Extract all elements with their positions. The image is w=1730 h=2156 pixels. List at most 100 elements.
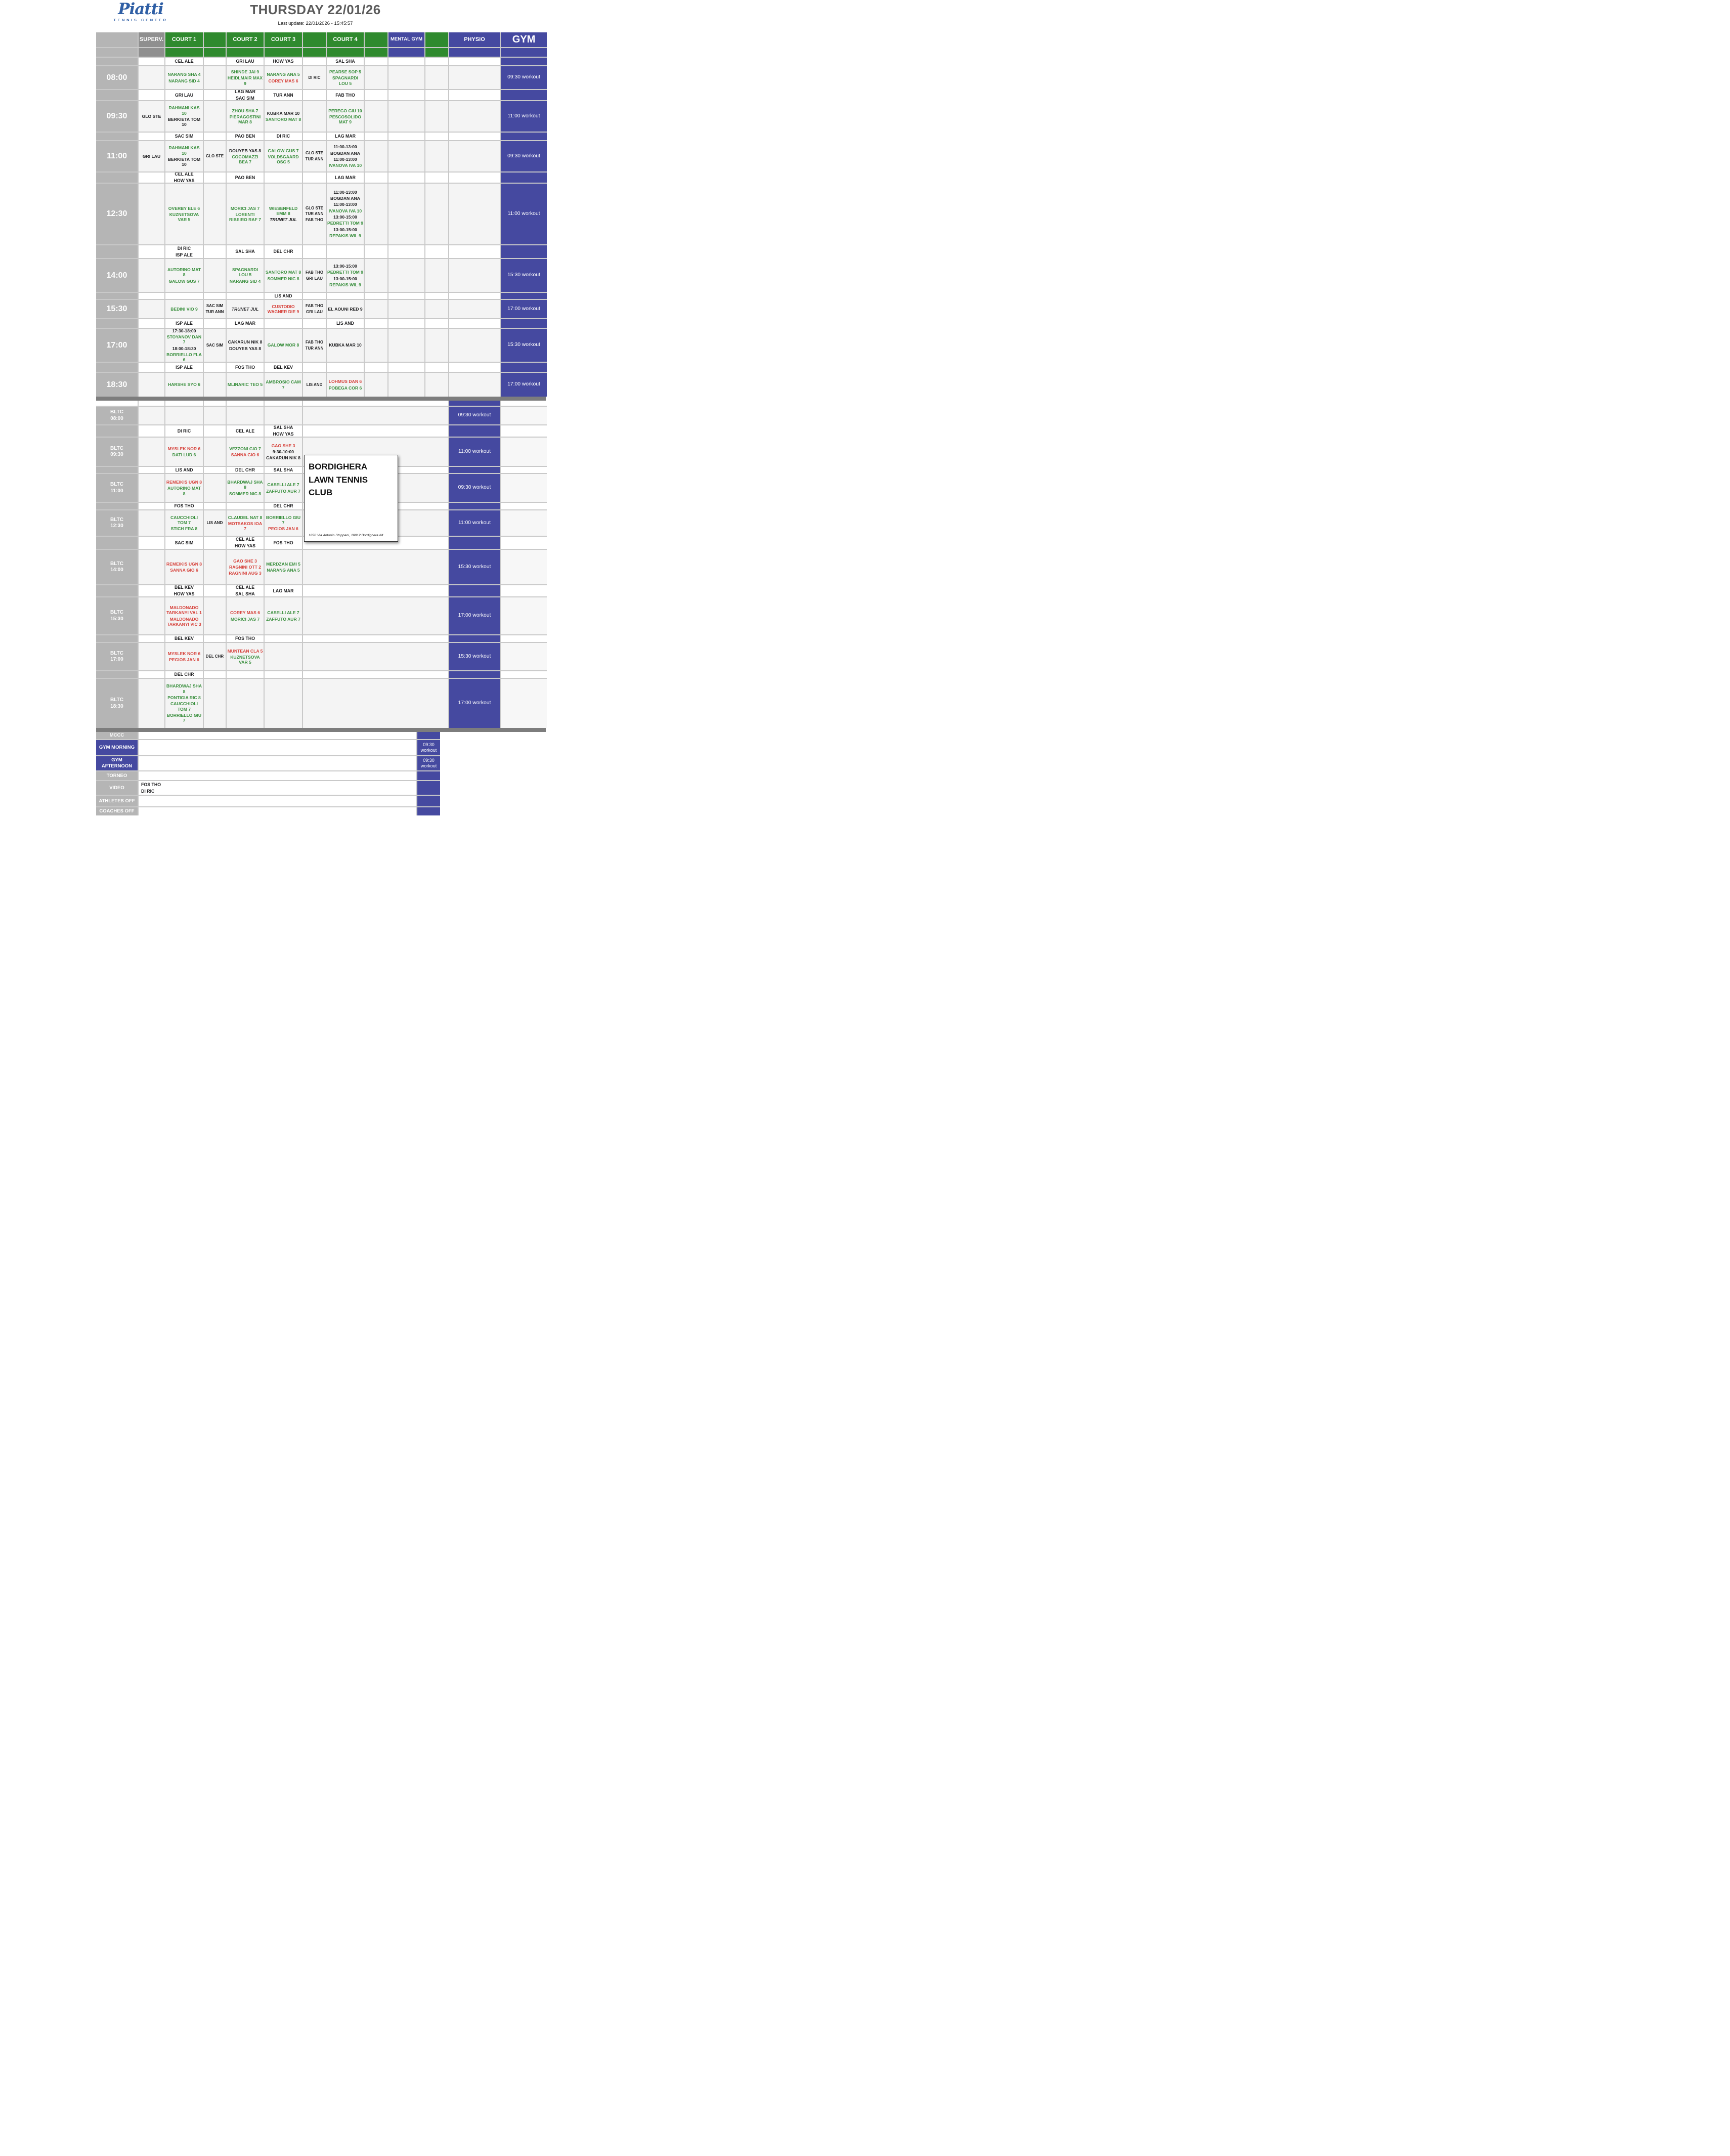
staff-entry: SAC SIM xyxy=(206,342,224,348)
staff-entry: DOUYEB YAS 8 xyxy=(229,346,262,351)
staff-entry: 13:00-15:00 xyxy=(333,214,357,220)
staff-entry: LIS AND xyxy=(206,521,223,526)
player-entry: HARSHE SYO 6 xyxy=(168,382,200,387)
player-entry: BORRIELLO GIU 7 xyxy=(166,712,202,723)
row-label-text: GYM MORNING xyxy=(99,745,135,751)
cell-content xyxy=(139,732,416,739)
cell-aux3 xyxy=(365,363,387,372)
staff-entry: ISP ALE xyxy=(176,321,193,326)
time-label xyxy=(96,401,138,406)
cell-aux1 xyxy=(204,585,226,596)
time-label-line: 17:00 xyxy=(110,657,123,662)
cell-workout-badge xyxy=(417,771,440,780)
cell-court2: PAO BEN xyxy=(227,133,264,140)
cell-aux1 xyxy=(204,133,226,140)
column-header-gym: GYM xyxy=(501,32,547,47)
cell-court1: BEL KEV xyxy=(165,635,203,642)
cell-court3: BEL KEV xyxy=(265,363,302,372)
cell-court1: CAUCCHIOLI TOM 7 STICH FRA 8 xyxy=(165,510,203,536)
time-label: 08:00 xyxy=(96,66,138,89)
schedule-page: Piatti TENNIS CENTER THURSDAY 22/01/26 L… xyxy=(0,0,627,815)
club-name-line2: LAWN TENNIS CLUB xyxy=(309,475,368,498)
player-entry: BEDINI VIO 9 xyxy=(170,306,198,312)
staff-entry: DI RIC xyxy=(276,134,290,139)
cell-court2: LAG MAR SAC SIM xyxy=(227,90,264,100)
cell-wide xyxy=(303,597,448,634)
column-header-label: COURT 1 xyxy=(171,36,197,43)
time-label-line: BLTC xyxy=(110,697,123,703)
staff-entry: GLO STE xyxy=(305,205,324,210)
column-header-label: COURT 3 xyxy=(271,36,296,43)
player-entry: SANNA GIO 6 xyxy=(170,568,198,573)
cell-physio xyxy=(449,101,500,132)
cell-gym-area xyxy=(501,550,547,584)
column-header-superv: SUPERV. xyxy=(139,32,164,47)
cell-aux1: GLO STE xyxy=(204,141,226,171)
cell-court4: PEREGO GIU 10 PESCOSOLIDO MAT 9 xyxy=(327,101,364,132)
piatti-logo: Piatti TENNIS CENTER xyxy=(110,1,171,22)
player-entry: RAHMANI KAS 10 xyxy=(168,145,200,156)
cell-aux1: SAC SIM TUR ANN xyxy=(204,300,226,318)
cell-superv xyxy=(139,184,164,244)
staff-entry: CEL ALE xyxy=(235,585,255,590)
time-label-line: BLTC xyxy=(110,610,123,615)
player-entry: LOHMUS DAN 6 xyxy=(328,379,362,384)
cell-aux1 xyxy=(204,66,226,89)
cell-aux3 xyxy=(365,184,387,244)
cell-physio xyxy=(449,671,500,678)
staff-entry: FAB THO xyxy=(305,304,324,309)
staff-entry: BERKIETA TOM 10 xyxy=(167,157,201,167)
column-header-court2: COURT 2 xyxy=(227,32,264,47)
staff-entry: TUR ANN xyxy=(273,92,293,98)
player-entry: AMBROSIO CAM 7 xyxy=(266,379,301,390)
cell-court2: LAG MAR xyxy=(227,319,264,328)
cell-aux3 xyxy=(365,373,387,397)
cell-aux2 xyxy=(303,293,326,299)
staff-entry: LIS AND xyxy=(306,382,323,387)
cell-mental xyxy=(388,245,424,258)
time-label: 15:30 xyxy=(96,300,138,318)
player-entry: PEARSE SOP 5 xyxy=(329,69,361,75)
cell-superv xyxy=(139,467,164,473)
cell-aux3 xyxy=(365,141,387,171)
cell-court1: NARANG SHA 4 NARANG SID 4 xyxy=(165,66,203,89)
cell-gym: 17:00 workout xyxy=(501,300,547,318)
player-entry: MYSLEK NOR 6 xyxy=(167,446,201,451)
cell-physio xyxy=(449,58,500,65)
cell-court4: EL AOUNI RED 9 xyxy=(327,300,364,318)
player-entry: MALDONADO TARKANYI VIC 3 xyxy=(167,616,201,627)
staff-entry: SAL SHA xyxy=(235,591,255,596)
cell-superv xyxy=(139,503,164,509)
cell-physio xyxy=(449,133,500,140)
cell-court4: LAG MAR xyxy=(327,133,364,140)
cell-physio xyxy=(449,503,500,509)
staff-entry: GLO STE xyxy=(305,151,324,156)
player-entry: CAUCCHIOLI TOM 7 xyxy=(170,514,198,525)
cell-aux2 xyxy=(303,245,326,258)
cell-aux4 xyxy=(425,373,448,397)
cell-court2: FOS THO xyxy=(227,635,264,642)
staff-entry: FOS THO xyxy=(141,782,161,787)
cell-physio xyxy=(449,635,500,642)
title-block: THURSDAY 22/01/26 Last update: 22/01/202… xyxy=(96,2,535,26)
cell-wide xyxy=(303,550,448,584)
player-entry: GAO SHE 3 xyxy=(233,558,257,564)
player-entry: STOYANOV DAN 7 xyxy=(166,334,202,345)
player-entry: DATI LUD 6 xyxy=(172,452,196,457)
column-header-aux4 xyxy=(425,32,448,47)
staff-entry: CAKARUN NIK 8 xyxy=(266,455,300,461)
cell-court3 xyxy=(265,671,302,678)
time-label-line: 08:00 xyxy=(110,415,123,421)
cell-court2: ZHOU SHA 7 PIERAGOSTINI MAR 8 xyxy=(227,101,264,132)
player-entry: CAUCCHIOLI TOM 7 xyxy=(170,701,198,712)
column-header-court3: COURT 3 xyxy=(265,32,302,47)
subheader-aux3 xyxy=(365,48,387,57)
cell-court1: MALDONADO TARKANYI VAL 1 MALDONADO TARKAN… xyxy=(165,597,203,634)
cell-wide xyxy=(303,679,448,728)
player-entry: HEIDLMAIR MAX 9 xyxy=(227,75,263,86)
player-entry: SPAGNARDI LOU 5 xyxy=(232,267,258,278)
time-label xyxy=(96,585,138,596)
cell-aux2: FAB THO GRI LAU xyxy=(303,259,326,292)
player-entry: CASELLI ALE 7 xyxy=(267,482,299,488)
player-entry: COREY MAS 6 xyxy=(230,610,261,616)
